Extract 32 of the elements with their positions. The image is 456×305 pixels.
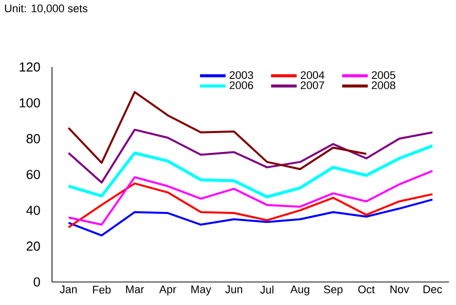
y-tick-label: 40 — [26, 206, 40, 215]
x-tick-label: Oct — [358, 286, 375, 294]
line-series — [68, 128, 434, 184]
line-series — [67, 144, 434, 198]
chart-subtitle: Unit: 10,000 sets — [5, 4, 88, 14]
legend-label: 2005 — [372, 71, 396, 79]
line-series — [68, 182, 434, 228]
x-tick-label: Aug — [290, 286, 310, 296]
line-series — [68, 170, 434, 226]
legend-label: 2007 — [300, 81, 324, 90]
y-tick-label: 100 — [20, 98, 40, 108]
y-tick-label: 120 — [20, 62, 40, 72]
y-tick-label: 60 — [26, 170, 40, 180]
line-series — [68, 198, 434, 236]
x-tick-label: May — [191, 286, 212, 296]
x-tick-label: Dec — [424, 286, 442, 294]
x-tick-label: Jun — [225, 286, 242, 294]
line-series — [68, 91, 368, 170]
y-tick-label: 80 — [26, 134, 40, 144]
y-tick-label: 20 — [26, 242, 40, 251]
legend-label: 2004 — [300, 71, 324, 79]
x-tick-label: Jan — [60, 286, 77, 294]
x-tick-label: Mar — [126, 286, 144, 294]
legend-label: 2008 — [372, 81, 396, 90]
x-tick-label: Sep — [324, 286, 343, 296]
x-tick-label: Jul — [260, 286, 274, 294]
x-tick-label: Apr — [159, 286, 176, 296]
x-tick-label: Feb — [93, 286, 111, 294]
y-tick-label: 0 — [34, 277, 40, 287]
x-tick-label: Nov — [390, 286, 410, 294]
legend-label: 2006 — [230, 81, 254, 90]
legend-label: 2003 — [230, 71, 254, 79]
